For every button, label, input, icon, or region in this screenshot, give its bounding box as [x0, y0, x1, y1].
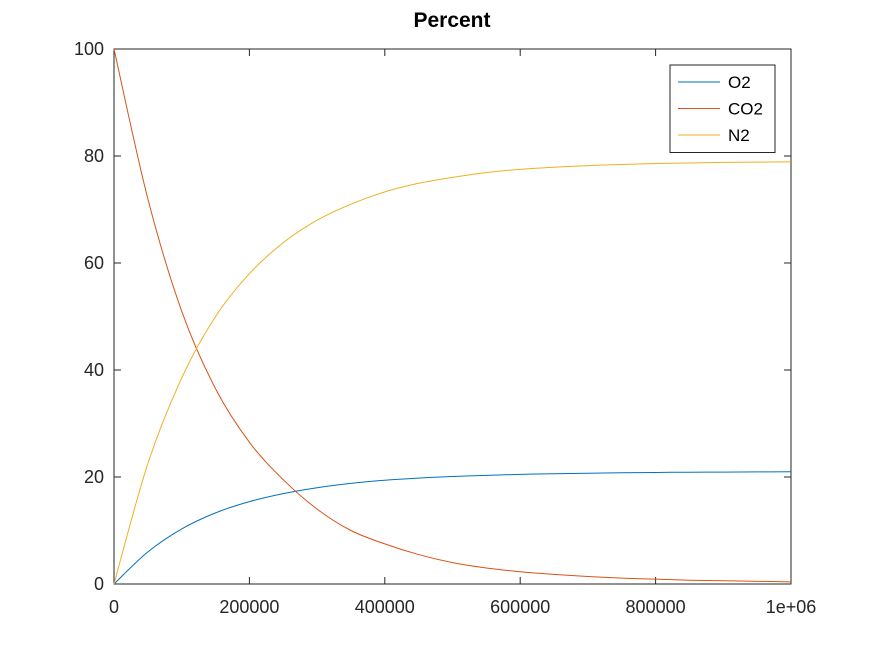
x-tick-label: 200000: [219, 597, 279, 617]
y-tick-label: 0: [94, 574, 104, 594]
series-group: [113, 48, 792, 585]
legend-label-co2: CO2: [728, 100, 763, 119]
legend-label-o2: O2: [728, 73, 751, 92]
series-line-o2: [113, 471, 792, 585]
series-line-n2: [113, 161, 792, 585]
y-tick-label: 80: [84, 146, 104, 166]
legend-label-n2: N2: [728, 126, 750, 145]
axes-box: [113, 48, 792, 585]
y-tick-label: 40: [84, 360, 104, 380]
plot-area: [113, 48, 792, 585]
chart-title: Percent: [413, 9, 490, 32]
x-tick-label: 800000: [626, 597, 686, 617]
x-tick-label: 0: [109, 597, 119, 617]
legend: O2 CO2 N2: [669, 64, 776, 153]
x-axis-ticks: 0 200000 400000 600000 800000 1e+06: [109, 49, 816, 617]
y-tick-label: 60: [84, 253, 104, 273]
y-tick-label: 100: [74, 39, 104, 59]
x-tick-label: 400000: [355, 597, 415, 617]
series-line-co2: [113, 48, 792, 583]
x-tick-label: 1e+06: [766, 597, 817, 617]
y-tick-label: 20: [84, 467, 104, 487]
y-axis-ticks: 0 20 40 60 80 100: [74, 39, 791, 594]
x-tick-label: 600000: [490, 597, 550, 617]
